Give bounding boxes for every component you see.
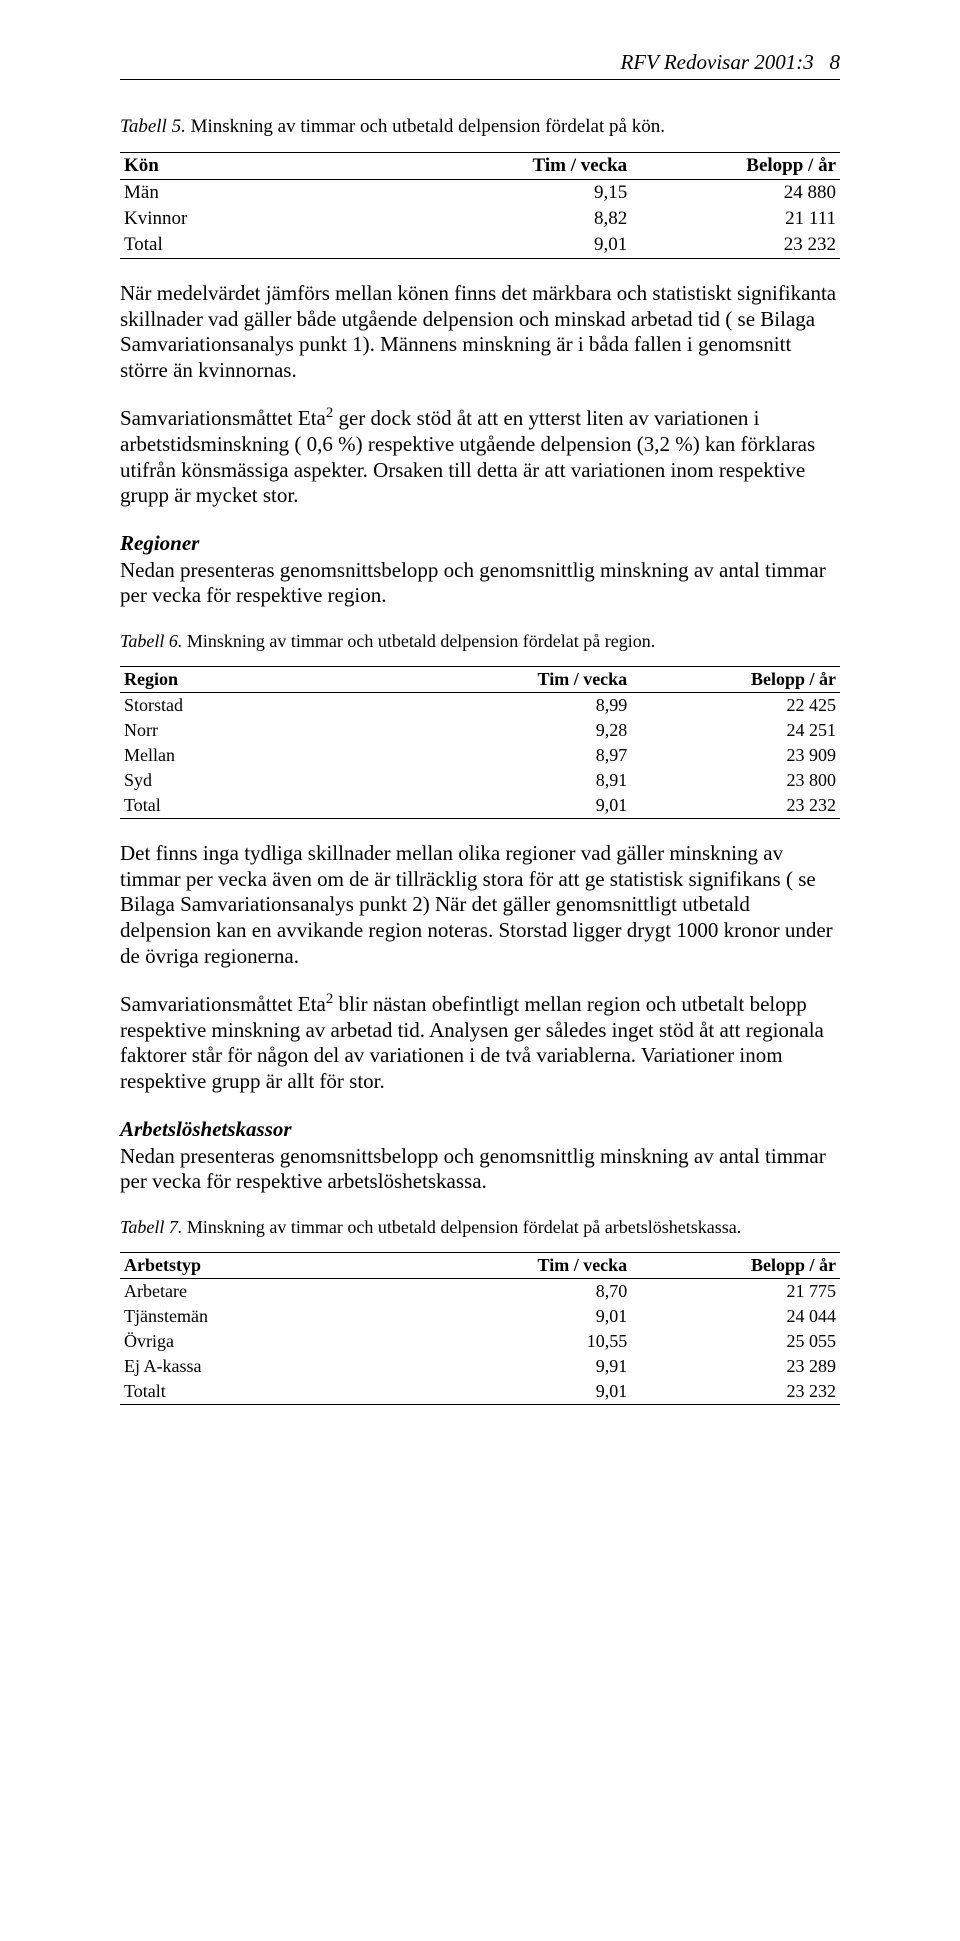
para4-a: Samvariationsmåttet Eta	[120, 992, 326, 1016]
table5: Kön Tim / vecka Belopp / år Män 9,15 24 …	[120, 152, 840, 259]
cell-value: 21 111	[631, 206, 840, 232]
cell-label: Tjänstemän	[120, 1304, 422, 1329]
table-row: Total 9,01 23 232	[120, 232, 840, 259]
cell-value: 8,82	[422, 206, 631, 232]
table7-col2: Belopp / år	[631, 1252, 840, 1278]
cell-value: 8,70	[422, 1278, 631, 1304]
cell-value: 23 232	[631, 793, 840, 819]
cell-value: 9,15	[422, 180, 631, 207]
page-number: 8	[830, 50, 841, 74]
cell-value: 9,91	[422, 1354, 631, 1379]
table6-col2: Belopp / år	[631, 667, 840, 693]
table-row: Övriga 10,55 25 055	[120, 1329, 840, 1354]
header-divider	[120, 79, 840, 80]
table-row: Mellan 8,97 23 909	[120, 743, 840, 768]
section-heading-akassa: Arbetslöshetskassor	[120, 1117, 840, 1142]
table-row: Norr 9,28 24 251	[120, 718, 840, 743]
table6-caption: Tabell 6. Minskning av timmar och utbeta…	[120, 631, 840, 652]
section-akassa-text: Nedan presenteras genomsnittsbelopp och …	[120, 1144, 840, 1195]
table7-col0: Arbetstyp	[120, 1252, 422, 1278]
table7-col1: Tim / vecka	[422, 1252, 631, 1278]
cell-value: 23 232	[631, 232, 840, 259]
cell-value: 24 044	[631, 1304, 840, 1329]
cell-value: 25 055	[631, 1329, 840, 1354]
paragraph-4: Samvariationsmåttet Eta2 blir nästan obe…	[120, 991, 840, 1094]
cell-value: 9,01	[422, 232, 631, 259]
cell-label: Arbetare	[120, 1278, 422, 1304]
table5-caption-num: Tabell 5.	[120, 116, 186, 137]
section-heading-regioner: Regioner	[120, 531, 840, 556]
cell-value: 10,55	[422, 1329, 631, 1354]
table-row: Män 9,15 24 880	[120, 180, 840, 207]
cell-label: Syd	[120, 768, 422, 793]
table-row: Total 9,01 23 232	[120, 793, 840, 819]
table-row: Totalt 9,01 23 232	[120, 1379, 840, 1405]
table5-col1: Tim / vecka	[422, 153, 631, 180]
cell-value: 9,28	[422, 718, 631, 743]
table5-header-row: Kön Tim / vecka Belopp / år	[120, 153, 840, 180]
cell-value: 9,01	[422, 1379, 631, 1405]
table-row: Ej A-kassa 9,91 23 289	[120, 1354, 840, 1379]
page: RFV Redovisar 2001:3 8 Tabell 5. Minskni…	[0, 0, 960, 1465]
paragraph-1: När medelvärdet jämförs mellan könen fin…	[120, 281, 840, 383]
cell-value: 8,97	[422, 743, 631, 768]
cell-value: 24 880	[631, 180, 840, 207]
cell-label: Mellan	[120, 743, 422, 768]
section-regioner-text: Nedan presenteras genomsnittsbelopp och …	[120, 558, 840, 609]
para2-a: Samvariationsmåttet Eta	[120, 406, 326, 430]
cell-label: Total	[120, 793, 422, 819]
cell-value: 23 232	[631, 1379, 840, 1405]
cell-label: Totalt	[120, 1379, 422, 1405]
table5-col2: Belopp / år	[631, 153, 840, 180]
table7-caption: Tabell 7. Minskning av timmar och utbeta…	[120, 1217, 840, 1238]
cell-label: Total	[120, 232, 422, 259]
table-row: Syd 8,91 23 800	[120, 768, 840, 793]
cell-label: Övriga	[120, 1329, 422, 1354]
cell-value: 9,01	[422, 793, 631, 819]
cell-label: Ej A-kassa	[120, 1354, 422, 1379]
table6-caption-num: Tabell 6.	[120, 631, 182, 651]
cell-label: Kvinnor	[120, 206, 422, 232]
table-row: Storstad 8,99 22 425	[120, 693, 840, 719]
cell-label: Norr	[120, 718, 422, 743]
table6-header-row: Region Tim / vecka Belopp / år	[120, 667, 840, 693]
paragraph-2: Samvariationsmåttet Eta2 ger dock stöd å…	[120, 405, 840, 508]
table5-col0: Kön	[120, 153, 422, 180]
paragraph-3: Det finns inga tydliga skillnader mellan…	[120, 841, 840, 969]
cell-value: 23 289	[631, 1354, 840, 1379]
table-row: Arbetare 8,70 21 775	[120, 1278, 840, 1304]
cell-value: 23 909	[631, 743, 840, 768]
table7: Arbetstyp Tim / vecka Belopp / år Arbeta…	[120, 1252, 840, 1405]
table5-caption-text: Minskning av timmar och utbetald delpens…	[191, 116, 665, 137]
table7-caption-text: Minskning av timmar och utbetald delpens…	[187, 1217, 741, 1237]
cell-value: 8,91	[422, 768, 631, 793]
table6-caption-text: Minskning av timmar och utbetald delpens…	[187, 631, 655, 651]
table5-caption: Tabell 5. Minskning av timmar och utbeta…	[120, 116, 840, 138]
cell-value: 9,01	[422, 1304, 631, 1329]
cell-value: 8,99	[422, 693, 631, 719]
cell-value: 24 251	[631, 718, 840, 743]
running-header: RFV Redovisar 2001:3 8	[120, 50, 840, 75]
cell-label: Män	[120, 180, 422, 207]
table6-col1: Tim / vecka	[422, 667, 631, 693]
cell-label: Storstad	[120, 693, 422, 719]
running-head-title: RFV Redovisar 2001:3	[621, 50, 814, 74]
table6: Region Tim / vecka Belopp / år Storstad …	[120, 666, 840, 819]
table-row: Tjänstemän 9,01 24 044	[120, 1304, 840, 1329]
cell-value: 21 775	[631, 1278, 840, 1304]
table7-header-row: Arbetstyp Tim / vecka Belopp / år	[120, 1252, 840, 1278]
table6-col0: Region	[120, 667, 422, 693]
table-row: Kvinnor 8,82 21 111	[120, 206, 840, 232]
cell-value: 23 800	[631, 768, 840, 793]
cell-value: 22 425	[631, 693, 840, 719]
table7-caption-num: Tabell 7.	[120, 1217, 182, 1237]
